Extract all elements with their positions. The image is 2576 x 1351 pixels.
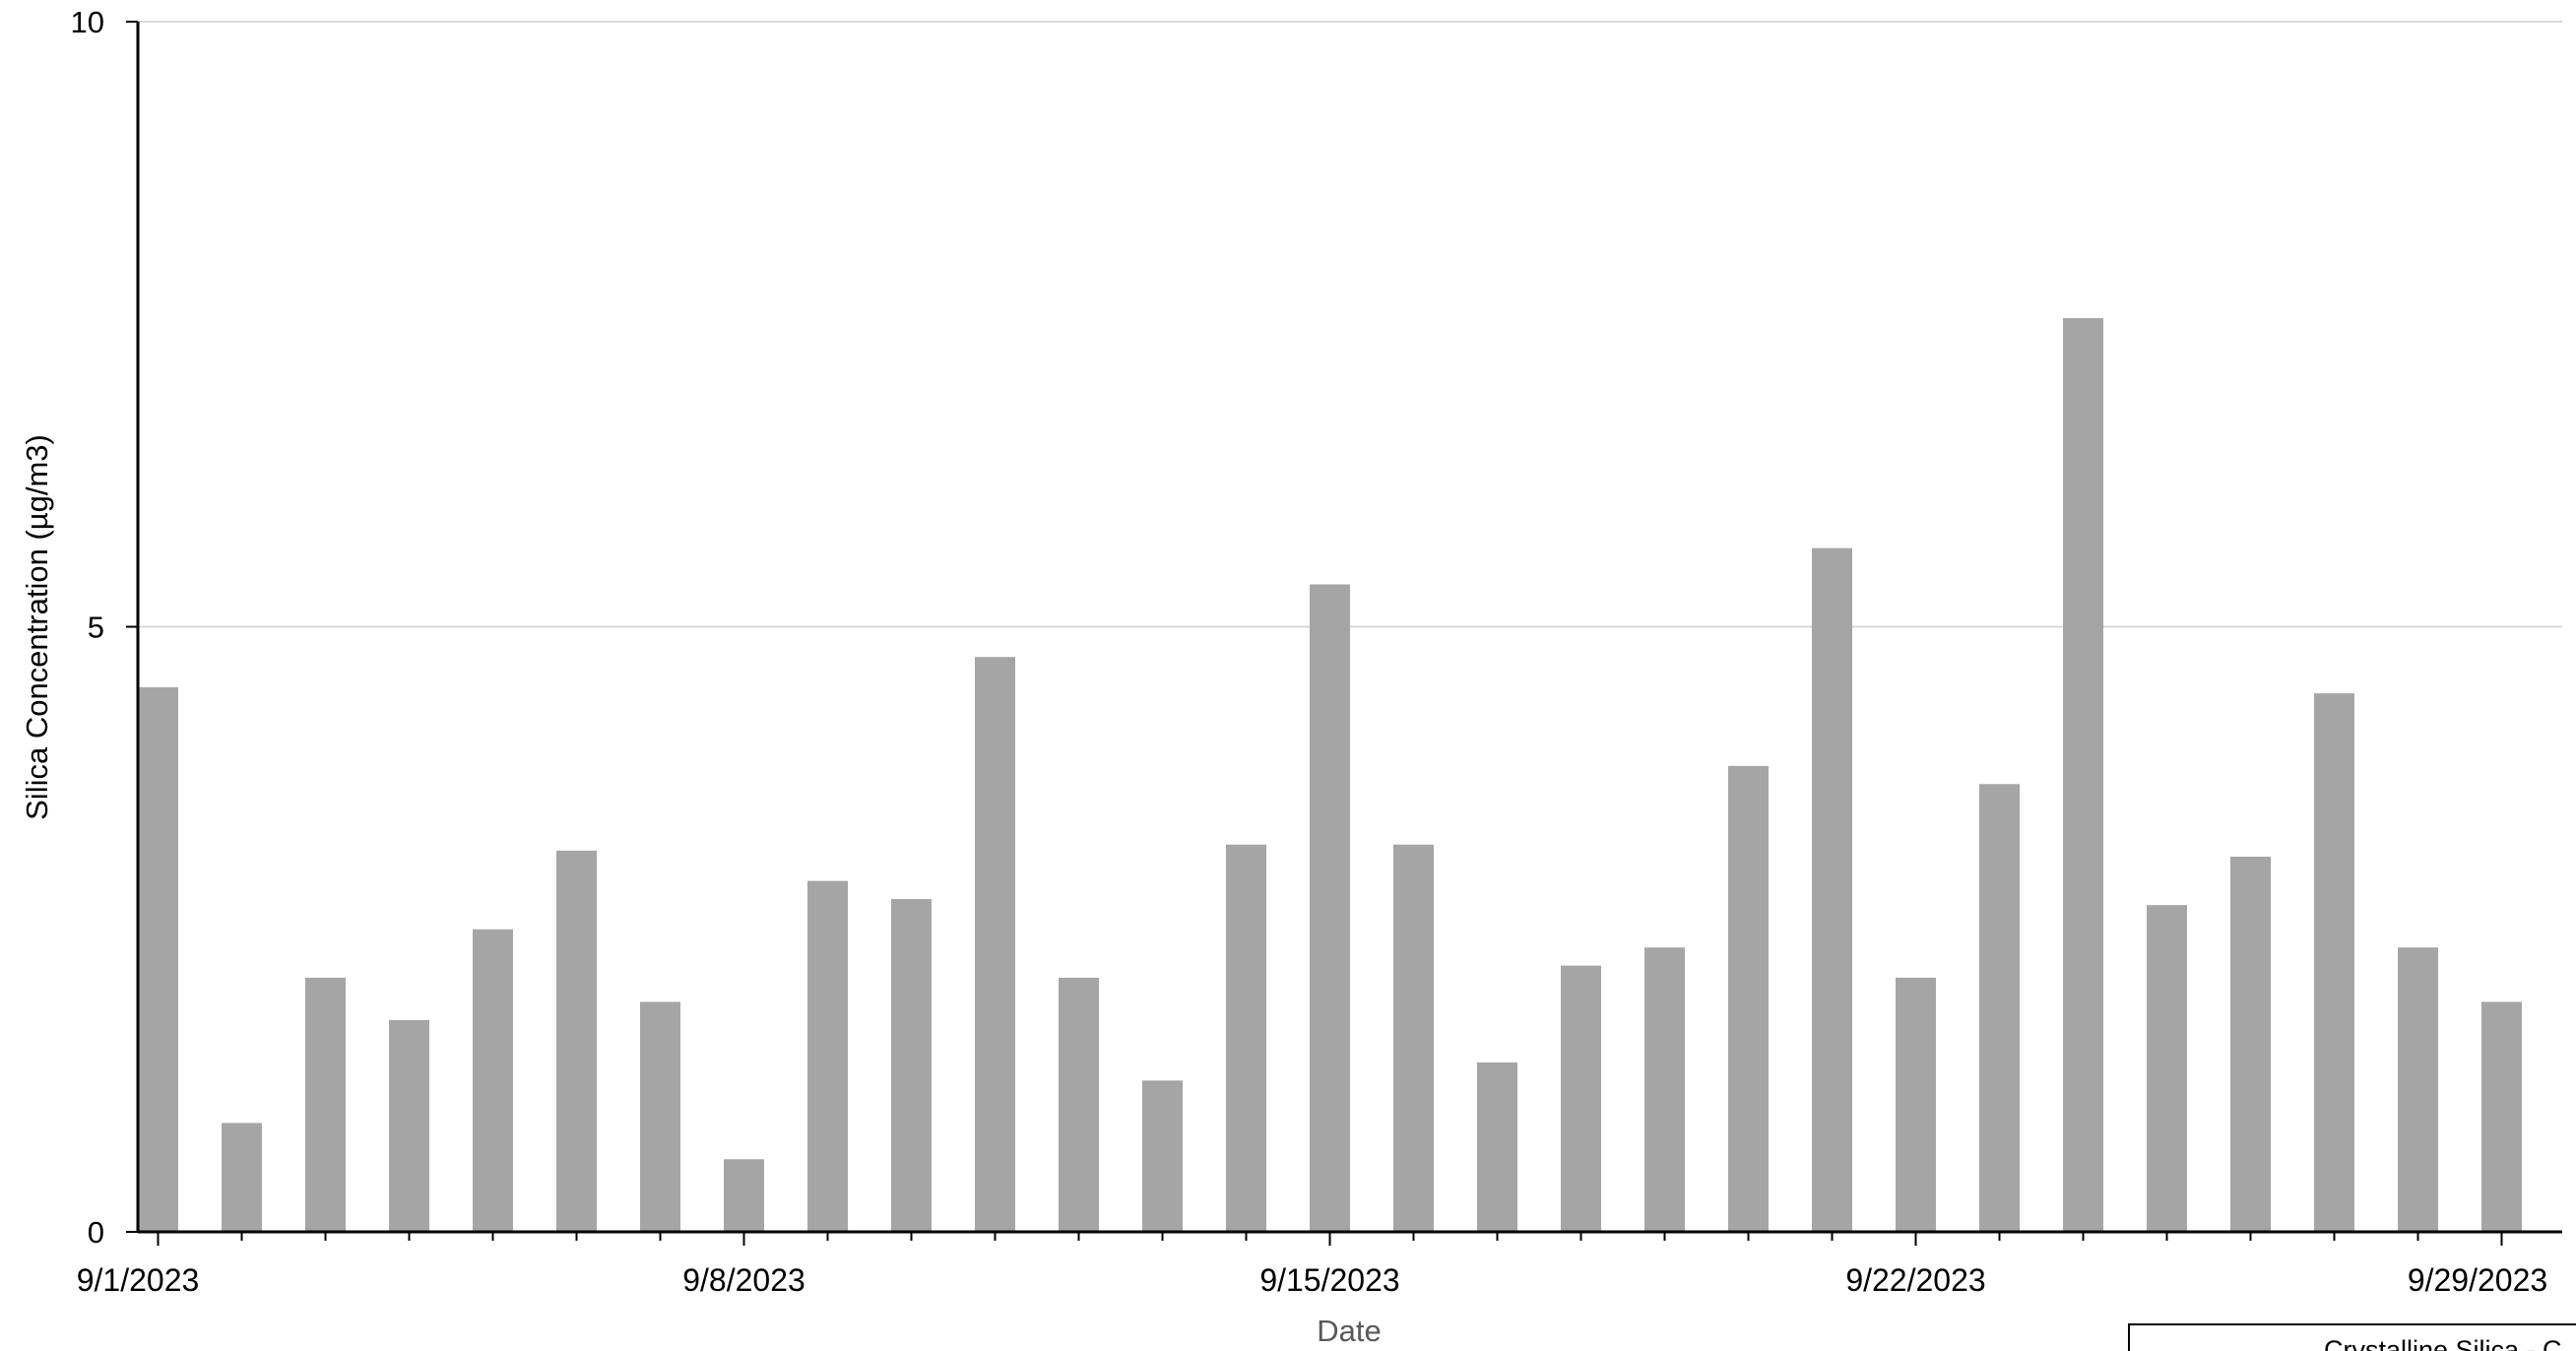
x-tick-label: 9/22/2023	[1845, 1262, 1985, 1298]
bar	[1561, 965, 1601, 1232]
tick-marks	[126, 21, 2503, 1246]
bar	[1226, 844, 1266, 1232]
bar	[222, 1123, 262, 1232]
bar	[473, 929, 513, 1232]
x-axis-title: Date	[1317, 1314, 1381, 1348]
bar	[1812, 547, 1852, 1232]
bar	[1477, 1062, 1517, 1232]
bar	[1142, 1080, 1183, 1232]
legend: Crystalline Silica - C	[2128, 1323, 2576, 1351]
bar	[1896, 977, 1936, 1232]
x-tick-label: 9/8/2023	[682, 1262, 805, 1298]
bars	[138, 318, 2522, 1233]
bar	[975, 657, 1015, 1232]
legend-label: Crystalline Silica - C	[2324, 1335, 2562, 1351]
bar	[2147, 905, 2187, 1232]
x-tick-label: 9/15/2023	[1259, 1262, 1399, 1298]
y-axis-title: Silica Concentration (µg/m3)	[20, 434, 54, 820]
bar	[2063, 318, 2103, 1233]
bar	[138, 686, 178, 1232]
bar	[1059, 977, 1099, 1232]
y-tick-label: 10	[71, 5, 104, 39]
bar	[2314, 693, 2354, 1232]
bar	[807, 880, 848, 1232]
bar	[1644, 947, 1685, 1232]
x-tick-label: 9/29/2023	[2408, 1262, 2547, 1298]
bar	[1728, 765, 1769, 1232]
y-tick-label: 5	[88, 611, 104, 645]
bar	[305, 977, 346, 1232]
x-tick-label: 9/1/2023	[77, 1262, 200, 1298]
bar	[724, 1159, 764, 1232]
bar	[891, 899, 932, 1232]
bar	[1979, 784, 2020, 1232]
bar	[640, 1001, 680, 1232]
bar	[2398, 947, 2438, 1232]
bar	[2230, 857, 2271, 1232]
bar	[1393, 844, 1434, 1232]
tick-labels: 0 5 10 9/1/2023 9/8/2023 9/15/2023 9/22/2023 9/…	[71, 5, 2548, 1298]
bar	[2481, 1001, 2522, 1232]
bar	[556, 850, 597, 1232]
y-tick-label: 0	[88, 1215, 104, 1250]
bar	[389, 1019, 429, 1232]
gridlines	[138, 21, 2562, 628]
bar	[1310, 584, 1350, 1232]
legend-box	[2128, 1323, 2576, 1351]
